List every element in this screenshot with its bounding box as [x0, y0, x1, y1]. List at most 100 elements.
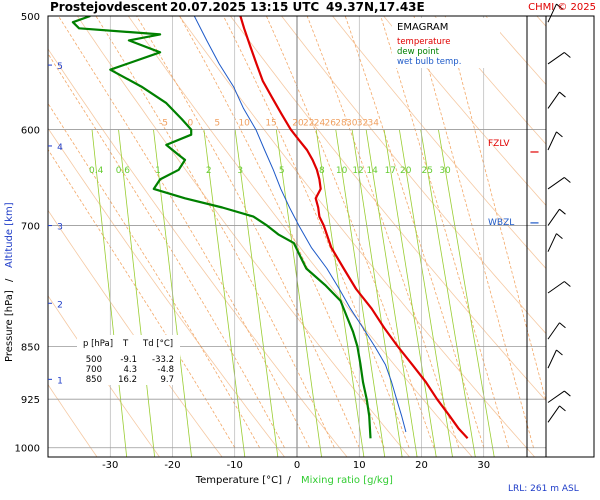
legend-box: [392, 18, 500, 68]
dry-adiabat: [383, 16, 546, 206]
theta-label: 15: [265, 119, 276, 129]
wind-panel-frame: [526, 15, 595, 458]
y-tick-label: 850: [21, 343, 40, 354]
dry-adiabat: [48, 48, 348, 457]
table-cell: -4.8: [157, 365, 174, 375]
sounding-datetime: 20.07.2025 13:15 UTC: [170, 0, 319, 14]
moist-adiabat: [48, 148, 236, 448]
wind-barb-staff: [547, 52, 565, 65]
dry-adiabat: [565, 0, 600, 472]
wind-barb: [547, 3, 563, 23]
mixing-ratio-label: 8: [319, 166, 325, 176]
table-cell: 16.2: [118, 375, 137, 385]
dry-adiabat: [48, 383, 98, 457]
theta-label: 26: [325, 119, 337, 129]
theta-label: 10: [238, 119, 250, 129]
wind-barb-staff: [547, 322, 560, 340]
fzlv-label: FZLV: [488, 139, 510, 149]
moist-adiabat: [444, 16, 546, 403]
x-tick-label: 30: [477, 460, 490, 471]
mixing-ratio-line: [420, 129, 476, 457]
legend-item-wet-bulb: wet bulb temp.: [397, 57, 461, 67]
wind-barb: [547, 177, 571, 190]
dry-adiabat: [127, 16, 473, 457]
y-axis-label-altitude: Altitude [km]: [4, 202, 15, 268]
dry-adiabat: [76, 16, 411, 457]
wind-barb-staff: [547, 3, 557, 23]
wind-barb-feather: [564, 52, 571, 58]
wind-barb-staff: [547, 281, 565, 294]
wind-barb: [547, 233, 563, 252]
theta-label: 32: [357, 119, 368, 129]
data-table: p [hPa] T Td [°C] 500 -9.1 -33.2 700 4.3…: [77, 335, 180, 385]
table-cell: 9.7: [160, 375, 174, 385]
plot-frame: [47, 15, 547, 458]
wind-barb: [547, 405, 566, 423]
table-header-td: Td [°C]: [142, 339, 173, 349]
y-tick-label: 600: [21, 126, 40, 137]
table-cell: 700: [86, 365, 102, 375]
x-axis-label: Temperature [°C]: [195, 475, 282, 486]
wind-barb-feather: [564, 281, 571, 287]
wind-barb: [547, 52, 571, 65]
wind-barb-staff: [547, 349, 557, 369]
altitude-tick-label: 4: [57, 143, 63, 153]
wind-barb: [547, 390, 571, 403]
legend-title: EMAGRAM: [397, 22, 448, 33]
moist-adiabat: [413, 16, 534, 448]
theta-label: 20: [292, 119, 304, 129]
theta-label: 28: [335, 119, 347, 129]
dry-adiabat: [178, 16, 536, 457]
altitude-tick-label: 1: [57, 376, 63, 386]
profile-dew-point: [71, 16, 372, 439]
theta-label: 30: [346, 119, 358, 129]
wind-barb: [547, 208, 566, 226]
table-cell: -33.2: [152, 355, 174, 365]
mixing-ratio-label: 10: [336, 166, 348, 176]
theta-label: 24: [314, 119, 326, 129]
table-cell: 500: [86, 355, 102, 365]
mixing-ratio-line: [383, 129, 437, 457]
y-tick-label: 500: [21, 12, 40, 23]
mixing-ratio-line: [275, 129, 322, 457]
wind-barb-feather: [564, 390, 571, 397]
mixing-ratio-label: 3: [237, 166, 243, 176]
y-axis-label: Pressure [hPa]: [4, 290, 15, 362]
mixing-ratio-line: [234, 129, 279, 457]
y-tick-label: 1000: [15, 444, 40, 455]
moist-adiabat: [306, 16, 460, 448]
profile-temperature: [239, 16, 469, 440]
y-tick-label: 700: [21, 222, 40, 233]
wind-barb: [547, 349, 563, 369]
sounding-mode: descent: [114, 0, 168, 14]
wind-barb-staff: [547, 208, 560, 226]
wind-barbs: [547, 3, 571, 423]
dry-adiabat: [331, 16, 546, 270]
wind-barb-feather: [556, 349, 563, 356]
mixing-ratio-label: 17: [385, 166, 396, 176]
wind-barb: [547, 281, 571, 294]
mixing-ratio-label: 20: [400, 166, 412, 176]
theta-label: 0: [188, 119, 194, 129]
table-cell: 850: [86, 375, 102, 385]
dry-adiabat: [48, 209, 223, 457]
dry-adiabat: [229, 16, 546, 402]
station-name: Prostejov: [50, 0, 114, 14]
x-tick-label: 20: [415, 460, 428, 471]
wind-barb: [547, 322, 566, 340]
axes: 0.4 0.6 1 2 3 5 8 10 12 14 17 20 25 30-5 0 5 10 15 20 22 24 2…: [15, 12, 539, 471]
x-tick-label: -10: [227, 460, 243, 471]
mixing-ratio-line: [335, 129, 386, 457]
table-cell: 4.3: [123, 365, 137, 375]
wind-barb-feather: [559, 322, 566, 329]
moist-adiabat: [48, 52, 285, 448]
theta-label: -5: [159, 119, 168, 129]
moist-adiabat: [57, 16, 310, 448]
dry-adiabat: [280, 16, 546, 335]
moist-adiabat: [344, 16, 485, 448]
mixing-ratio-label: 0.4: [89, 166, 104, 176]
table-header-p: p [hPa]: [83, 339, 113, 349]
moist-adiabat: [95, 16, 335, 448]
mixing-ratio-line: [365, 129, 418, 457]
mixing-ratio-label: 14: [366, 166, 378, 176]
